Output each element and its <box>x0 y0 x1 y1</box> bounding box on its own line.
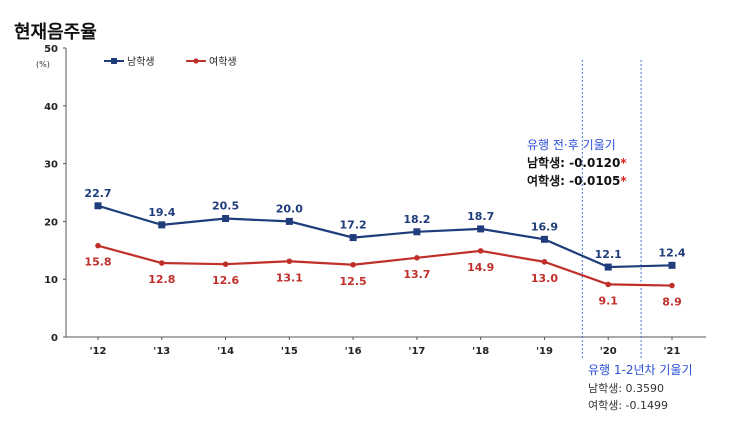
data-point-boys <box>222 215 230 223</box>
data-label-girls: 12.8 <box>148 273 175 286</box>
annotation-pre-post-boys-star: * <box>620 156 627 170</box>
annotation-pre-post-girls-text: 여학생: -0.0105 <box>527 173 620 188</box>
data-label-girls: 13.1 <box>276 271 303 284</box>
data-label-girls: 8.9 <box>662 296 682 309</box>
y-tick-label: 50 <box>44 44 58 55</box>
data-label-girls: 15.8 <box>84 256 111 269</box>
data-point-boys <box>285 217 293 225</box>
data-label-boys: 16.9 <box>531 220 558 233</box>
annotation-pre-post-title: 유행 전·후 기울기 <box>527 137 616 152</box>
annotation-year12-girls: 여학생: -0.1499 <box>588 399 668 412</box>
data-point-girls <box>95 242 101 249</box>
data-point-boys <box>94 202 102 210</box>
data-point-girls <box>541 259 548 265</box>
series-girls-line <box>97 244 673 287</box>
data-point-boys <box>158 221 166 229</box>
x-tick-label: '20 <box>600 346 617 357</box>
data-label-girls: 12.5 <box>340 275 367 288</box>
data-label-boys: 20.5 <box>212 200 239 213</box>
data-point-girls <box>605 281 612 288</box>
legend-boys-marker <box>111 58 117 64</box>
data-point-girls <box>158 260 165 266</box>
y-tick-label: 30 <box>44 160 58 171</box>
data-label-boys: 12.1 <box>595 248 622 261</box>
data-point-boys <box>540 235 548 243</box>
data-point-girls <box>286 258 293 265</box>
x-tick-label: '15 <box>281 346 298 357</box>
y-tick-label: 0 <box>51 333 58 344</box>
x-tick-label: '12 <box>90 346 107 357</box>
series-boys-line <box>97 204 673 269</box>
data-point-girls <box>477 248 484 254</box>
legend-girls-marker <box>193 58 199 64</box>
data-label-boys: 18.2 <box>403 213 430 226</box>
data-label-boys: 12.4 <box>658 246 685 259</box>
data-point-boys <box>668 261 676 269</box>
x-tick-label: '19 <box>536 346 553 357</box>
annotation-pre-post-boys: 남학생: -0.0120* <box>527 155 627 170</box>
legend-boys-label: 남학생 <box>127 56 155 68</box>
x-tick-label: '14 <box>217 346 234 357</box>
x-tick-label: '18 <box>472 346 489 357</box>
data-label-girls: 12.6 <box>212 274 239 287</box>
annotation-pre-post-boys-text: 남학생: -0.0120 <box>527 155 620 170</box>
data-label-boys: 20.0 <box>276 202 303 215</box>
data-point-girls <box>350 261 356 268</box>
y-tick-label: 10 <box>44 275 58 286</box>
data-label-boys: 22.7 <box>84 187 111 200</box>
annotation-year12-boys: 남학생: 0.3590 <box>588 382 664 395</box>
y-unit-label: (%) <box>36 60 50 69</box>
annotation-pre-post-girls: 여학생: -0.0105* <box>527 173 627 188</box>
data-point-girls <box>222 261 229 267</box>
annotation-year12: 유행 1-2년차 기울기 남학생: 0.3590 여학생: -0.1499 <box>588 362 693 412</box>
data-label-boys: 17.2 <box>340 219 367 232</box>
chart-title: 현재음주율 <box>14 22 97 43</box>
data-point-girls <box>414 255 420 261</box>
legend-girls-label: 여학생 <box>209 56 237 68</box>
data-point-boys <box>413 228 421 236</box>
annotation-pre-post-girls-star: * <box>620 174 627 188</box>
y-tick-label: 40 <box>44 102 58 113</box>
data-point-boys <box>604 263 612 271</box>
data-label-girls: 13.0 <box>531 272 558 285</box>
data-label-girls: 9.1 <box>598 294 618 307</box>
y-tick-label: 20 <box>44 217 58 228</box>
data-label-boys: 19.4 <box>148 206 175 219</box>
x-tick-label: '21 <box>664 346 681 357</box>
x-tick-label: '13 <box>153 346 170 357</box>
data-point-boys <box>349 234 357 242</box>
data-point-boys <box>477 225 485 233</box>
annotation-year12-title: 유행 1-2년차 기울기 <box>588 362 693 377</box>
data-label-boys: 18.7 <box>467 210 494 223</box>
data-point-girls <box>669 282 675 289</box>
data-label-girls: 13.7 <box>403 268 430 281</box>
legend: 남학생 여학생 <box>104 56 237 68</box>
annotation-pre-post: 유행 전·후 기울기 남학생: -0.0120* 여학생: -0.0105* <box>527 137 627 188</box>
data-label-girls: 14.9 <box>467 261 494 274</box>
x-tick-label: '17 <box>408 346 425 357</box>
x-tick-label: '16 <box>345 346 362 357</box>
